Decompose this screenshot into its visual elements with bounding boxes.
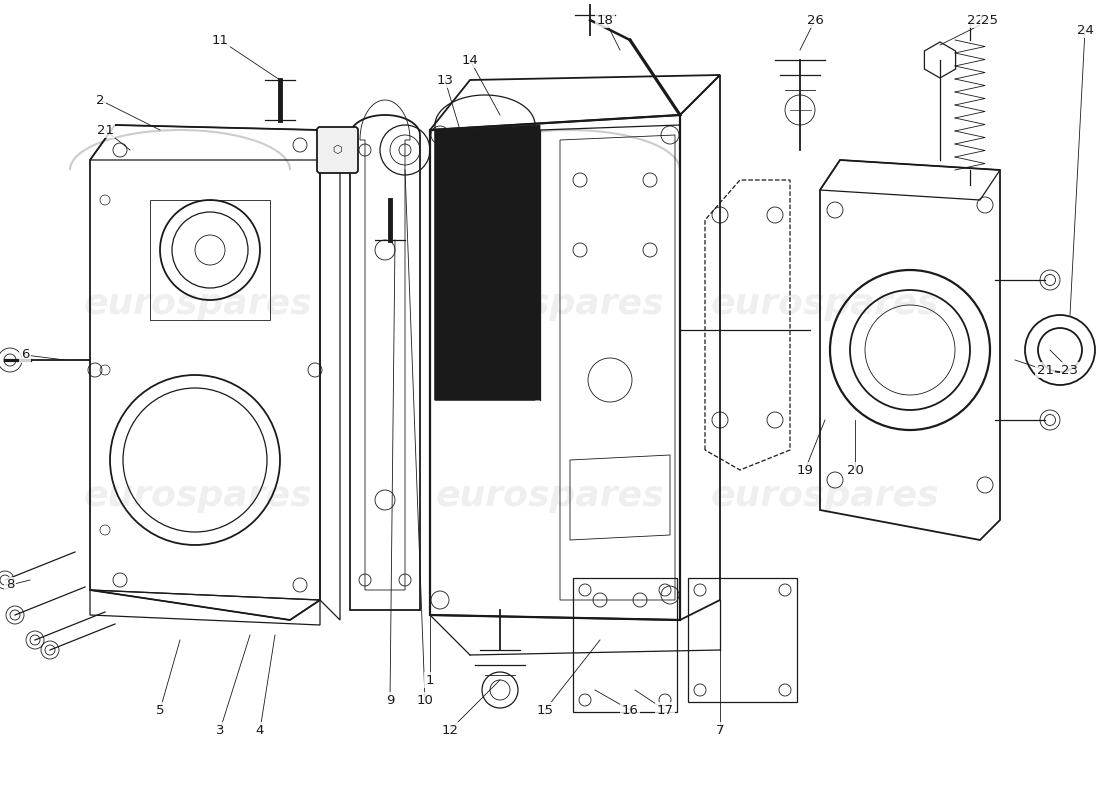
Text: 17: 17 — [657, 703, 673, 717]
Text: 23: 23 — [1062, 363, 1078, 377]
FancyBboxPatch shape — [317, 127, 358, 173]
Text: 21: 21 — [1036, 363, 1054, 377]
Text: eurospares: eurospares — [84, 479, 312, 513]
Text: 24: 24 — [1077, 23, 1093, 37]
Text: 1: 1 — [426, 674, 434, 686]
Text: 20: 20 — [847, 463, 864, 477]
Text: 11: 11 — [211, 34, 229, 46]
Text: 8: 8 — [6, 578, 14, 591]
Text: 25: 25 — [981, 14, 999, 26]
Text: 4: 4 — [256, 723, 264, 737]
Text: 3: 3 — [216, 723, 224, 737]
Text: eurospares: eurospares — [711, 287, 939, 321]
Text: 18: 18 — [596, 14, 614, 26]
Text: 13: 13 — [437, 74, 453, 86]
Text: 16: 16 — [621, 703, 638, 717]
Text: eurospares: eurospares — [436, 479, 664, 513]
Text: 22: 22 — [967, 14, 983, 26]
Text: 5: 5 — [156, 703, 164, 717]
Text: 10: 10 — [417, 694, 433, 706]
Text: eurospares: eurospares — [84, 287, 312, 321]
Text: 26: 26 — [806, 14, 824, 26]
Text: 14: 14 — [462, 54, 478, 66]
Text: 19: 19 — [796, 463, 813, 477]
Text: 2: 2 — [96, 94, 104, 106]
Text: 21: 21 — [97, 123, 113, 137]
Text: 9: 9 — [386, 694, 394, 706]
Text: 15: 15 — [537, 703, 553, 717]
Text: 12: 12 — [441, 723, 459, 737]
Polygon shape — [434, 125, 540, 400]
Text: eurospares: eurospares — [436, 287, 664, 321]
Text: 7: 7 — [716, 723, 724, 737]
Text: eurospares: eurospares — [711, 479, 939, 513]
Text: 6: 6 — [21, 349, 30, 362]
Text: ⬡: ⬡ — [332, 145, 342, 155]
